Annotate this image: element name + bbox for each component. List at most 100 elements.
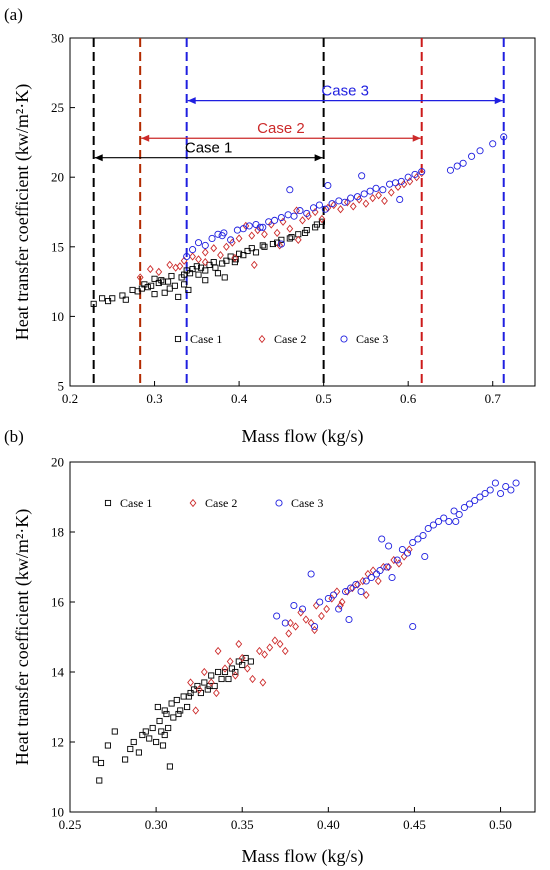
data-point: [212, 264, 219, 271]
data-point: [398, 545, 406, 554]
data-point: [360, 190, 368, 198]
data-point: [281, 619, 289, 627]
data-point: [362, 577, 370, 585]
x-tick-label: 0.7: [485, 391, 502, 406]
data-point: [347, 584, 355, 592]
data-point: [383, 563, 391, 571]
data-point: [130, 738, 137, 746]
data-point: [221, 274, 228, 281]
data-point: [353, 193, 362, 201]
data-point: [421, 552, 429, 561]
data-point: [249, 674, 256, 684]
data-point: [409, 622, 417, 631]
panel-label: (a): [4, 5, 23, 24]
data-point: [352, 580, 360, 589]
data-point: [424, 524, 432, 533]
data-point: [136, 273, 144, 282]
data-point: [200, 667, 208, 677]
data-point: [455, 510, 463, 519]
data-point: [153, 738, 160, 746]
data-point: [202, 277, 209, 284]
data-point: [378, 535, 386, 543]
data-point: [225, 675, 232, 683]
data-point: [161, 289, 168, 296]
data-point: [301, 229, 309, 236]
data-point: [333, 587, 341, 596]
data-point: [302, 615, 310, 624]
data-point: [151, 275, 158, 282]
data-point: [218, 232, 226, 240]
data-point: [166, 763, 173, 770]
data-point: [369, 566, 377, 575]
data-point: [148, 282, 155, 289]
data-point: [296, 207, 304, 215]
data-point: [210, 244, 218, 253]
legend-label-case-1: Case 1: [120, 496, 152, 510]
arrowhead-right: [494, 97, 503, 105]
data-point: [185, 693, 192, 700]
data-point: [324, 182, 332, 190]
data-point: [176, 262, 184, 271]
data-point: [228, 665, 235, 672]
data-point: [181, 281, 188, 288]
data-point: [201, 241, 209, 249]
data-point: [170, 714, 177, 721]
data-point: [271, 216, 279, 224]
data-point: [238, 653, 246, 663]
data-point: [385, 562, 392, 572]
data-point: [376, 566, 384, 575]
data-point: [158, 277, 165, 284]
data-point: [330, 200, 338, 210]
data-point: [277, 214, 285, 222]
arrowhead-right: [412, 134, 421, 142]
range-label-case-2: Case 2: [257, 120, 305, 137]
data-point: [362, 199, 370, 208]
y-tick-label: 20: [51, 455, 64, 470]
data-point: [468, 152, 476, 160]
data-point: [201, 248, 209, 257]
data-point: [460, 503, 468, 512]
data-point: [390, 555, 398, 565]
arrowhead-right: [314, 154, 323, 162]
data-point: [387, 188, 395, 197]
data-point: [374, 576, 382, 586]
data-point: [307, 570, 315, 578]
data-point: [303, 209, 311, 217]
data-point: [235, 658, 242, 665]
data-point: [288, 234, 295, 241]
data-point: [445, 517, 453, 526]
data-point: [286, 186, 294, 194]
data-point: [315, 201, 323, 209]
data-point: [242, 221, 250, 231]
data-point: [235, 639, 243, 649]
data-point: [364, 569, 372, 579]
data-point: [215, 668, 222, 676]
y-tick-label: 15: [51, 239, 64, 254]
data-point: [266, 643, 274, 652]
data-point: [391, 179, 400, 187]
data-point: [405, 545, 413, 554]
data-point: [195, 255, 202, 264]
data-point: [273, 228, 281, 237]
data-point: [245, 222, 253, 230]
x-tick-label: 0.6: [400, 391, 417, 406]
data-point: [189, 246, 197, 254]
data-point: [259, 678, 267, 687]
data-point: [369, 193, 377, 203]
legend-marker-case-1: [174, 335, 182, 343]
data-point: [418, 168, 426, 178]
data-point: [221, 668, 229, 676]
data-point: [194, 239, 203, 247]
x-axis-label: Mass flow (kg/s): [242, 846, 364, 867]
data-point: [418, 168, 426, 176]
x-tick-label: 0.4: [231, 391, 248, 406]
x-tick-label: 0.40: [317, 817, 340, 832]
data-point: [273, 612, 281, 620]
data-point: [335, 197, 343, 205]
data-point: [214, 270, 222, 277]
data-point: [386, 180, 394, 188]
data-point: [435, 517, 443, 526]
data-point: [276, 639, 284, 649]
data-point: [512, 479, 520, 487]
data-point: [318, 611, 325, 621]
